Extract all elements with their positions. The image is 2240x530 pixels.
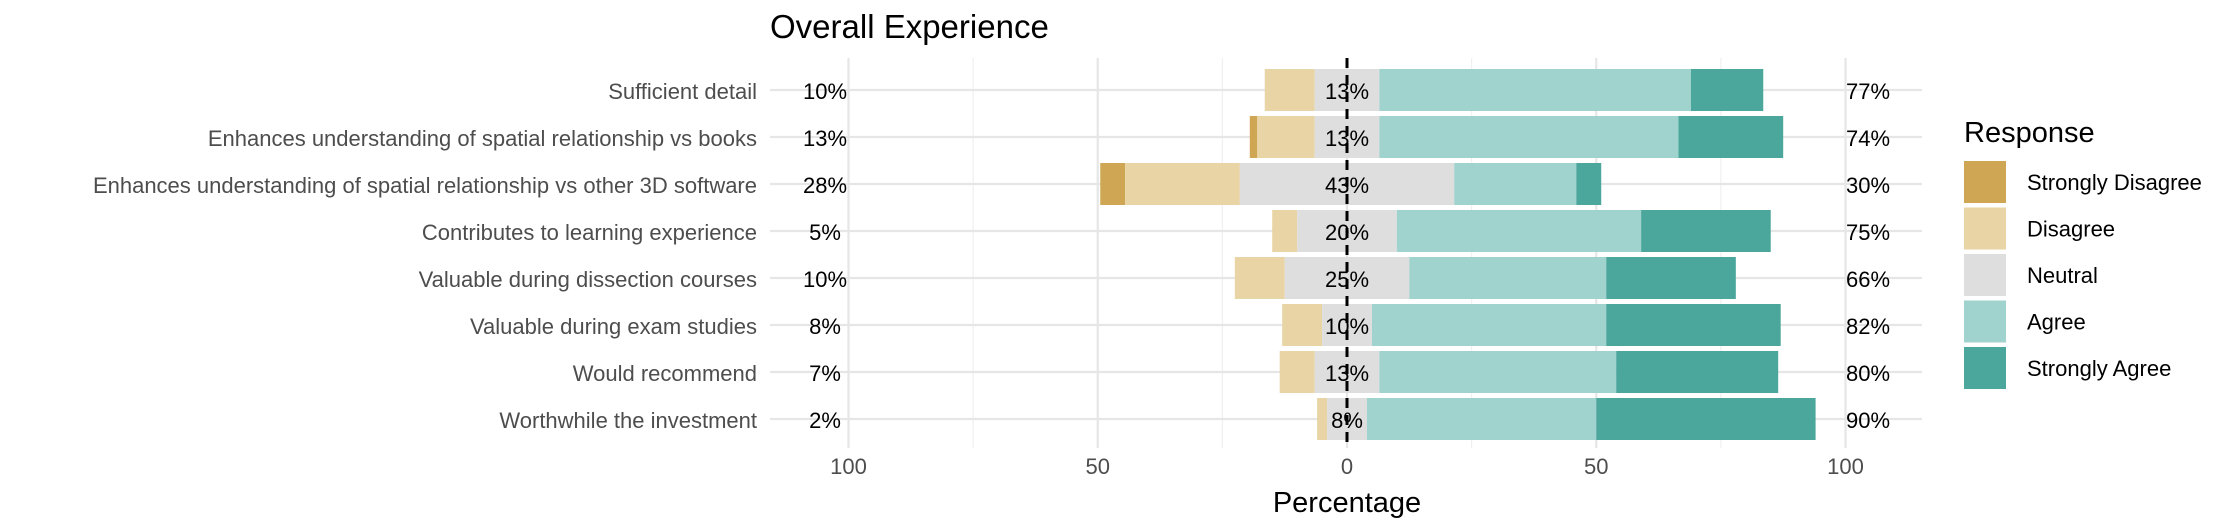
right-percent-label: 75% — [1846, 220, 1890, 245]
x-tick-label: 0 — [1341, 454, 1353, 479]
legend-label: Strongly Disagree — [2027, 170, 2202, 195]
legend-label: Neutral — [2027, 263, 2098, 288]
right-percent-label: 66% — [1846, 267, 1890, 292]
legend-key-agree — [1964, 300, 2006, 343]
category-label: Enhances understanding of spatial relati… — [208, 126, 757, 151]
legend-key-strongly-disagree — [1964, 161, 2006, 203]
center-percent-label: 43% — [1325, 173, 1369, 198]
legend-title: Response — [1964, 117, 2095, 149]
bar-agree — [1454, 163, 1577, 205]
left-percent-label: 2% — [809, 408, 841, 433]
legend-key-strongly-agree — [1964, 347, 2006, 389]
x-tick-label: 100 — [1827, 454, 1864, 479]
legend: Response Strongly Disagree Disagree Neutral… — [1964, 117, 2202, 389]
bar-strongly-agree — [1606, 304, 1781, 346]
bar-strongly-agree — [1678, 116, 1784, 158]
center-percent-label: 13% — [1325, 126, 1369, 151]
bar-agree — [1379, 116, 1679, 158]
right-percent-label: 80% — [1846, 361, 1890, 386]
labels: Sufficient detail 10% 13% 77% Enhances under… — [93, 79, 1890, 433]
bar-strongly-agree — [1690, 69, 1764, 111]
bar-agree — [1366, 398, 1597, 440]
category-label: Enhances understanding of spatial relati… — [93, 173, 757, 198]
center-percent-label: 25% — [1325, 267, 1369, 292]
center-percent-label: 13% — [1325, 361, 1369, 386]
left-percent-label: 10% — [803, 79, 847, 104]
bar-strongly-disagree — [1249, 116, 1258, 158]
category-label: Would recommend — [573, 361, 757, 386]
center-percent-label: 13% — [1325, 79, 1369, 104]
center-percent-label: 10% — [1325, 314, 1369, 339]
left-percent-label: 8% — [809, 314, 841, 339]
legend-key-disagree — [1964, 207, 2006, 250]
x-axis: 100 50 0 50 100 — [830, 454, 1864, 479]
category-label: Sufficient detail — [608, 79, 757, 104]
bar-disagree — [1234, 257, 1285, 299]
bar-strongly-agree — [1576, 163, 1602, 205]
right-percent-label: 74% — [1846, 126, 1890, 151]
right-percent-label: 77% — [1846, 79, 1890, 104]
bar-disagree — [1279, 351, 1315, 393]
x-tick-label: 100 — [830, 454, 867, 479]
x-axis-title: Percentage — [1273, 487, 1421, 519]
right-percent-label: 90% — [1846, 408, 1890, 433]
center-percent-label: 20% — [1325, 220, 1369, 245]
bar-strongly-agree — [1641, 210, 1771, 252]
bar-strongly-agree — [1606, 257, 1736, 299]
category-label: Worthwhile the investment — [499, 408, 757, 433]
bar-agree — [1371, 304, 1607, 346]
left-percent-label: 7% — [809, 361, 841, 386]
category-label: Contributes to learning experience — [422, 220, 757, 245]
bar-agree — [1379, 351, 1617, 393]
bar-disagree — [1282, 304, 1323, 346]
legend-label: Agree — [2027, 310, 2086, 335]
x-tick-label: 50 — [1086, 454, 1110, 479]
legend-label: Strongly Agree — [2027, 356, 2171, 381]
legend-key-neutral — [1964, 254, 2006, 296]
bar-agree — [1379, 69, 1691, 111]
bar-agree — [1409, 257, 1607, 299]
x-tick-label: 50 — [1584, 454, 1608, 479]
legend-label: Disagree — [2027, 217, 2115, 242]
bar-strongly-agree — [1596, 398, 1816, 440]
bar-disagree — [1272, 210, 1298, 252]
bar-strongly-agree — [1616, 351, 1779, 393]
bar-agree — [1396, 210, 1642, 252]
right-percent-label: 82% — [1846, 314, 1890, 339]
bar-strongly-disagree — [1100, 163, 1126, 205]
category-label: Valuable during dissection courses — [419, 267, 757, 292]
chart-title: Overall Experience — [770, 8, 1049, 45]
left-percent-label: 13% — [803, 126, 847, 151]
right-percent-label: 30% — [1846, 173, 1890, 198]
bar-disagree — [1317, 398, 1328, 440]
left-percent-label: 10% — [803, 267, 847, 292]
bars — [1100, 58, 1816, 448]
left-percent-label: 28% — [803, 173, 847, 198]
category-label: Valuable during exam studies — [470, 314, 757, 339]
bar-disagree — [1125, 163, 1240, 205]
bar-disagree — [1257, 116, 1315, 158]
bar-disagree — [1264, 69, 1315, 111]
left-percent-label: 5% — [809, 220, 841, 245]
center-percent-label: 8% — [1331, 408, 1363, 433]
